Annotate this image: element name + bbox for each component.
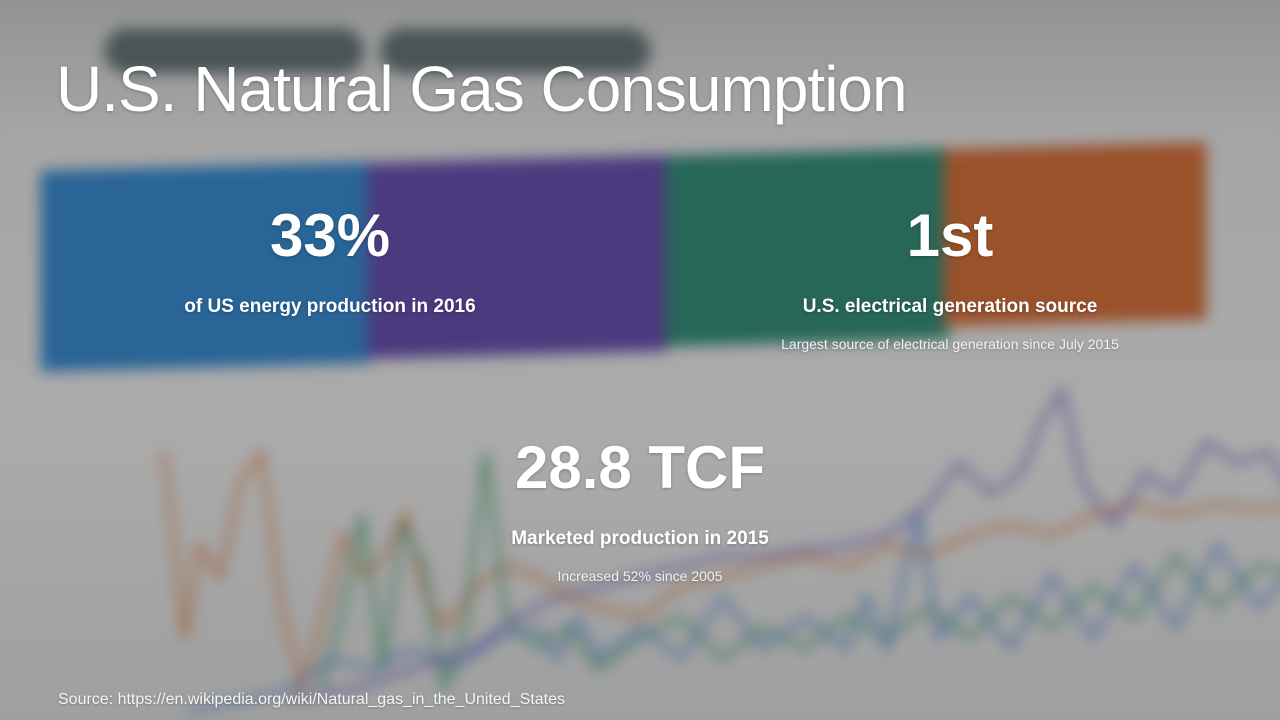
stat-label: Marketed production in 2015	[511, 528, 769, 549]
stat-value: 33%	[269, 202, 391, 269]
background-filter-pill	[104, 28, 364, 74]
source-citation: Source: https://en.wikipedia.org/wiki/Na…	[58, 691, 565, 708]
stat-label: U.S. electrical generation source	[802, 296, 1098, 317]
background-line-orange	[162, 447, 1280, 698]
stat-marketed-production: 28.8 TCF Marketed production in 2015 Inc…	[440, 434, 840, 585]
background-line-blue	[186, 514, 1280, 713]
stat-note: Increased 52% since 2005	[557, 568, 723, 584]
background-line-purple	[289, 385, 1280, 702]
stat-energy-share: 33% of US energy production in 2016	[160, 206, 500, 318]
stat-generation-rank: 1st U.S. electrical generation source La…	[740, 202, 1160, 353]
background-filter-pill	[380, 28, 651, 74]
background-line-green	[318, 452, 1280, 691]
background-line-chart	[162, 385, 1280, 713]
stat-value: 28.8 TCF	[514, 434, 766, 501]
stat-label: of US energy production in 2016	[184, 296, 476, 317]
stat-value: 1st	[906, 202, 994, 269]
slide-title: U.S. Natural Gas Consumption	[56, 53, 908, 125]
stat-note: Largest source of electrical generation …	[781, 336, 1119, 352]
